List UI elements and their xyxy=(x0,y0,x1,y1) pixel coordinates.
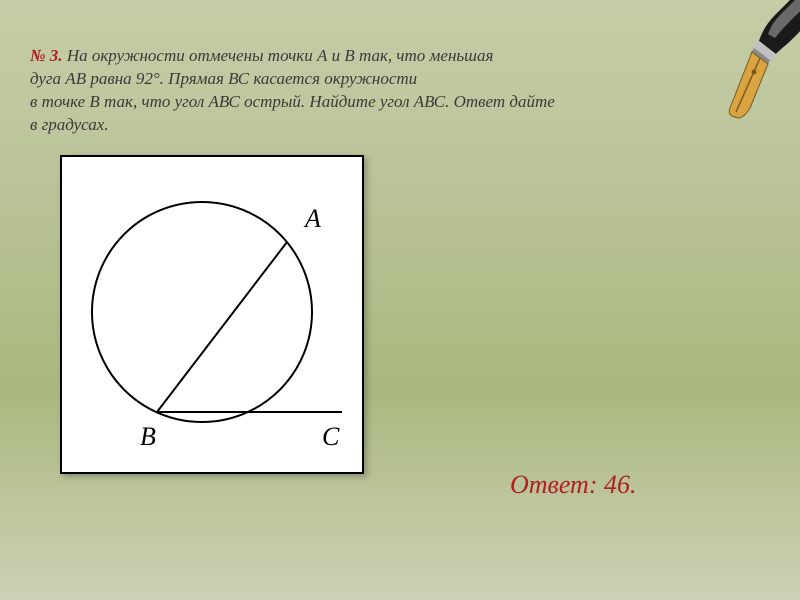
label-c: C xyxy=(322,422,340,451)
figure-svg: A B C xyxy=(62,157,362,472)
geometry-figure: A B C xyxy=(60,155,364,474)
label-a: A xyxy=(303,204,321,233)
problem-number: № 3. xyxy=(30,46,63,65)
problem-line3: в точке B так, что угол АВС острый. Найд… xyxy=(30,92,555,111)
pen-icon xyxy=(680,0,800,150)
circle xyxy=(92,202,312,422)
answer-value: 46. xyxy=(604,470,637,499)
problem-line1: На окружности отмечены точки А и В так, … xyxy=(63,46,494,65)
answer-text: Ответ: 46. xyxy=(510,470,636,500)
answer-label: Ответ: xyxy=(510,470,604,499)
problem-line4: в градусах. xyxy=(30,115,109,134)
label-b: B xyxy=(140,422,156,451)
chord-ab xyxy=(157,242,287,412)
problem-line2: дуга АВ равна 92°. Прямая ВС касается ок… xyxy=(30,69,417,88)
problem-text: № 3. На окружности отмечены точки А и В … xyxy=(30,45,770,137)
